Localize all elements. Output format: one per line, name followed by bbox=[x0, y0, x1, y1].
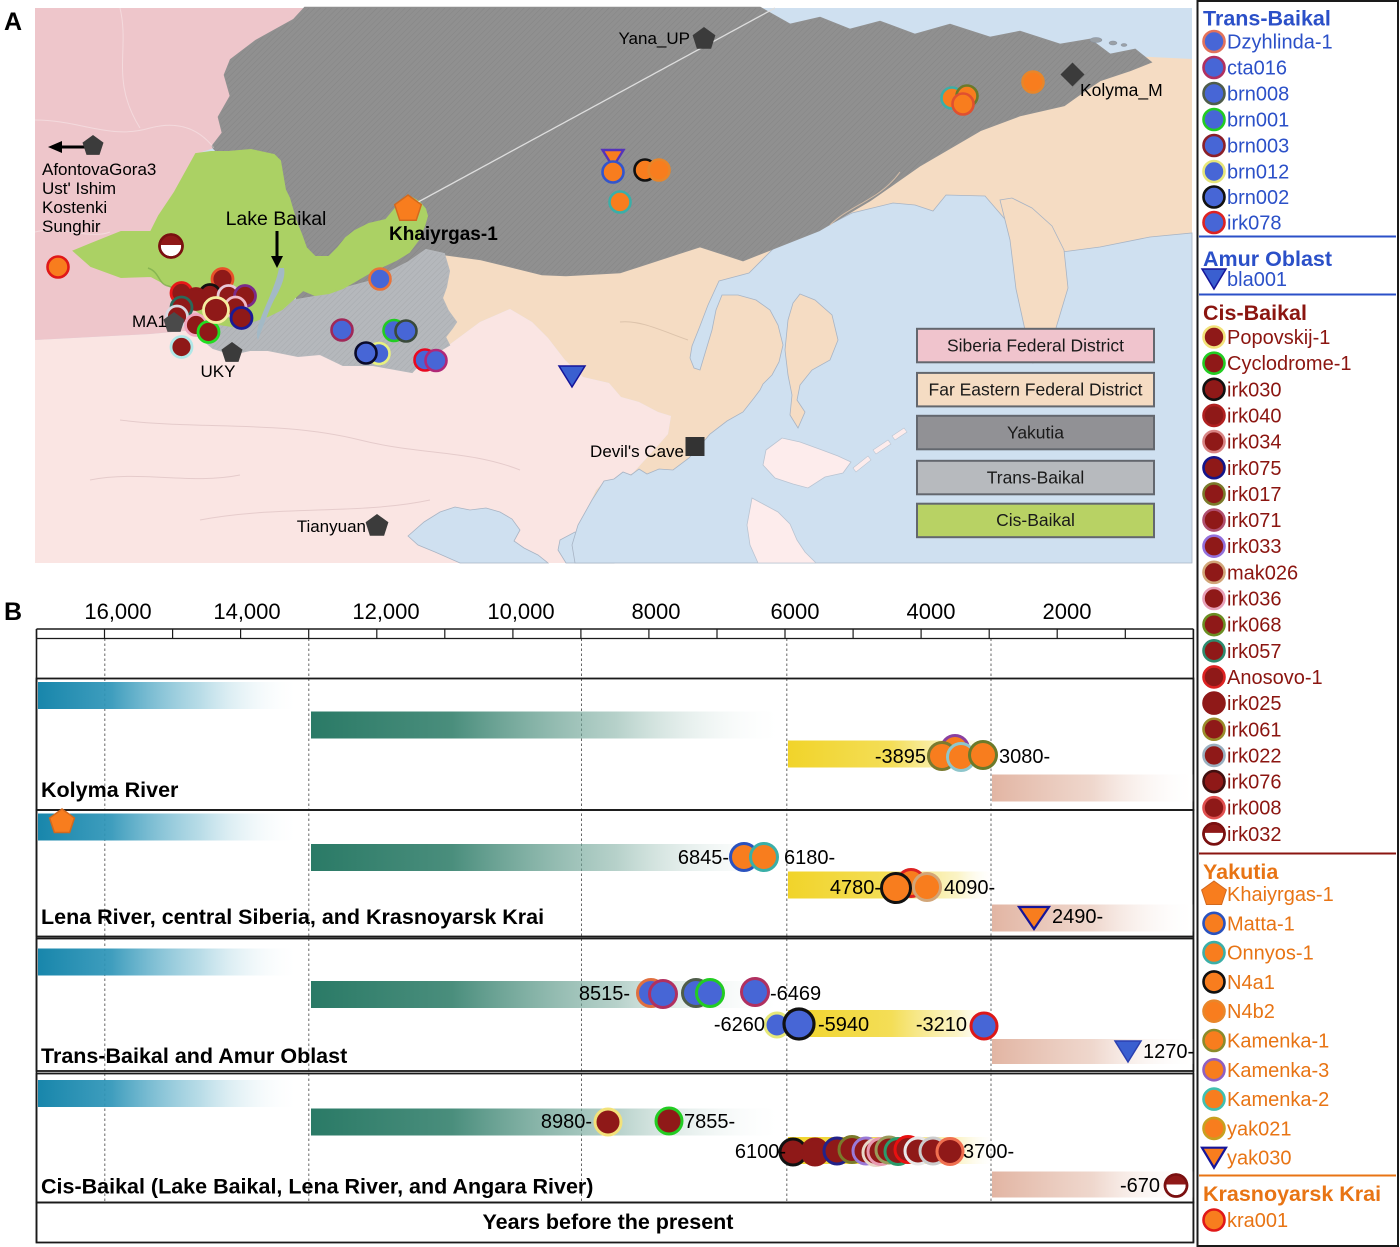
svg-text:Popovskij-1: Popovskij-1 bbox=[1227, 327, 1330, 349]
svg-text:irk036: irk036 bbox=[1227, 589, 1281, 611]
svg-text:N4b2: N4b2 bbox=[1227, 1001, 1275, 1023]
svg-text:Matta-1: Matta-1 bbox=[1227, 913, 1295, 935]
svg-text:Kamenka-2: Kamenka-2 bbox=[1227, 1089, 1329, 1111]
svg-text:irk033: irk033 bbox=[1227, 536, 1281, 558]
svg-text:AfontovaGora3: AfontovaGora3 bbox=[42, 160, 156, 179]
svg-text:8515-: 8515- bbox=[579, 983, 630, 1005]
svg-text:Kolyma River: Kolyma River bbox=[41, 778, 179, 802]
svg-text:3080-: 3080- bbox=[999, 746, 1050, 768]
svg-text:10,000: 10,000 bbox=[487, 599, 554, 624]
svg-text:bla001: bla001 bbox=[1227, 269, 1287, 291]
svg-text:Trans-Baikal: Trans-Baikal bbox=[987, 467, 1085, 487]
svg-text:Anosovo-1: Anosovo-1 bbox=[1227, 667, 1323, 689]
svg-text:Khaiyrgas-1: Khaiyrgas-1 bbox=[389, 224, 498, 245]
svg-text:N4a1: N4a1 bbox=[1227, 972, 1275, 994]
svg-text:6180-: 6180- bbox=[784, 847, 835, 869]
svg-text:Krasnoyarsk Krai: Krasnoyarsk Krai bbox=[1203, 1182, 1381, 1206]
svg-text:6845-: 6845- bbox=[678, 847, 729, 869]
svg-text:UKY: UKY bbox=[201, 362, 236, 381]
svg-text:8000: 8000 bbox=[632, 599, 681, 624]
svg-text:Far Eastern Federal District: Far Eastern Federal District bbox=[929, 379, 1143, 399]
svg-text:Khaiyrgas-1: Khaiyrgas-1 bbox=[1227, 884, 1334, 906]
svg-text:irk008: irk008 bbox=[1227, 798, 1281, 820]
svg-text:B: B bbox=[4, 598, 22, 626]
svg-text:yak021: yak021 bbox=[1227, 1118, 1292, 1140]
svg-text:irk017: irk017 bbox=[1227, 484, 1281, 506]
svg-text:brn002: brn002 bbox=[1227, 187, 1289, 209]
svg-text:irk030: irk030 bbox=[1227, 379, 1281, 401]
svg-text:Sunghir: Sunghir bbox=[42, 217, 101, 236]
svg-text:Dzyhlinda-1: Dzyhlinda-1 bbox=[1227, 32, 1333, 54]
svg-text:-5940: -5940 bbox=[818, 1014, 869, 1036]
svg-text:4090-: 4090- bbox=[944, 877, 995, 899]
svg-text:Years before the present: Years before the present bbox=[483, 1210, 734, 1234]
svg-text:irk071: irk071 bbox=[1227, 510, 1281, 532]
svg-text:Siberia Federal District: Siberia Federal District bbox=[947, 335, 1124, 355]
svg-text:Yakutia: Yakutia bbox=[1203, 860, 1279, 884]
svg-text:Cis-Baikal: Cis-Baikal bbox=[1203, 301, 1307, 325]
svg-text:irk032: irk032 bbox=[1227, 824, 1281, 846]
svg-text:Kamenka-3: Kamenka-3 bbox=[1227, 1060, 1329, 1082]
svg-text:brn003: brn003 bbox=[1227, 136, 1289, 158]
svg-text:kra001: kra001 bbox=[1227, 1210, 1288, 1232]
svg-text:mak026: mak026 bbox=[1227, 562, 1298, 584]
svg-text:-6260: -6260 bbox=[714, 1014, 765, 1036]
svg-text:Trans-Baikal: Trans-Baikal bbox=[1203, 7, 1331, 31]
svg-text:Devil's Cave: Devil's Cave bbox=[590, 442, 684, 461]
svg-text:1270-: 1270- bbox=[1143, 1041, 1194, 1063]
svg-text:Kostenki: Kostenki bbox=[42, 198, 107, 217]
svg-text:Cis-Baikal (Lake Baikal, Lena: Cis-Baikal (Lake Baikal, Lena River, and… bbox=[41, 1175, 593, 1199]
svg-text:8980-: 8980- bbox=[541, 1111, 592, 1133]
svg-text:Cis-Baikal: Cis-Baikal bbox=[996, 510, 1075, 530]
svg-text:yak030: yak030 bbox=[1227, 1148, 1292, 1170]
svg-text:3700-: 3700- bbox=[963, 1141, 1014, 1163]
svg-text:Lake Baikal: Lake Baikal bbox=[226, 208, 327, 230]
svg-text:Cyclodrome-1: Cyclodrome-1 bbox=[1227, 353, 1351, 375]
svg-text:-3210: -3210 bbox=[916, 1014, 967, 1036]
svg-text:4780-: 4780- bbox=[830, 877, 881, 899]
svg-text:irk068: irk068 bbox=[1227, 615, 1281, 637]
svg-text:2000: 2000 bbox=[1043, 599, 1092, 624]
svg-text:irk025: irk025 bbox=[1227, 693, 1281, 715]
svg-text:16,000: 16,000 bbox=[84, 599, 151, 624]
svg-text:4000: 4000 bbox=[907, 599, 956, 624]
svg-text:6000: 6000 bbox=[771, 599, 820, 624]
svg-text:Yana_UP: Yana_UP bbox=[618, 29, 690, 48]
svg-text:MA1: MA1 bbox=[132, 312, 167, 331]
svg-text:14,000: 14,000 bbox=[213, 599, 280, 624]
svg-text:6100-: 6100- bbox=[735, 1141, 786, 1163]
svg-text:Yakutia: Yakutia bbox=[1007, 422, 1064, 442]
svg-text:12,000: 12,000 bbox=[352, 599, 419, 624]
svg-text:brn008: brn008 bbox=[1227, 84, 1289, 106]
svg-text:Onnyos-1: Onnyos-1 bbox=[1227, 943, 1314, 965]
svg-text:irk076: irk076 bbox=[1227, 772, 1281, 794]
svg-text:2490-: 2490- bbox=[1052, 906, 1103, 928]
svg-text:irk057: irk057 bbox=[1227, 641, 1281, 663]
svg-text:irk040: irk040 bbox=[1227, 405, 1281, 427]
svg-text:brn001: brn001 bbox=[1227, 110, 1289, 132]
svg-text:cta016: cta016 bbox=[1227, 58, 1287, 80]
svg-text:-3895: -3895 bbox=[875, 746, 926, 768]
svg-text:brn012: brn012 bbox=[1227, 162, 1289, 184]
svg-text:Amur Oblast: Amur Oblast bbox=[1203, 247, 1332, 271]
svg-text:irk022: irk022 bbox=[1227, 745, 1281, 767]
svg-text:A: A bbox=[4, 8, 22, 36]
svg-text:Kamenka-1: Kamenka-1 bbox=[1227, 1031, 1329, 1053]
svg-text:Trans-Baikal and Amur Oblast: Trans-Baikal and Amur Oblast bbox=[41, 1044, 347, 1068]
svg-text:irk034: irk034 bbox=[1227, 432, 1281, 454]
svg-text:Kolyma_M: Kolyma_M bbox=[1080, 80, 1163, 101]
svg-text:Ust' Ishim: Ust' Ishim bbox=[42, 179, 116, 198]
svg-text:irk075: irk075 bbox=[1227, 458, 1281, 480]
svg-text:Tianyuan: Tianyuan bbox=[297, 517, 366, 536]
svg-text:irk078: irk078 bbox=[1227, 213, 1281, 235]
svg-text:7855-: 7855- bbox=[684, 1111, 735, 1133]
svg-text:-670: -670 bbox=[1120, 1175, 1160, 1197]
svg-text:irk061: irk061 bbox=[1227, 719, 1281, 741]
svg-text:Lena River, central Siberia, a: Lena River, central Siberia, and Krasnoy… bbox=[41, 905, 544, 929]
svg-text:-6469: -6469 bbox=[770, 983, 821, 1005]
